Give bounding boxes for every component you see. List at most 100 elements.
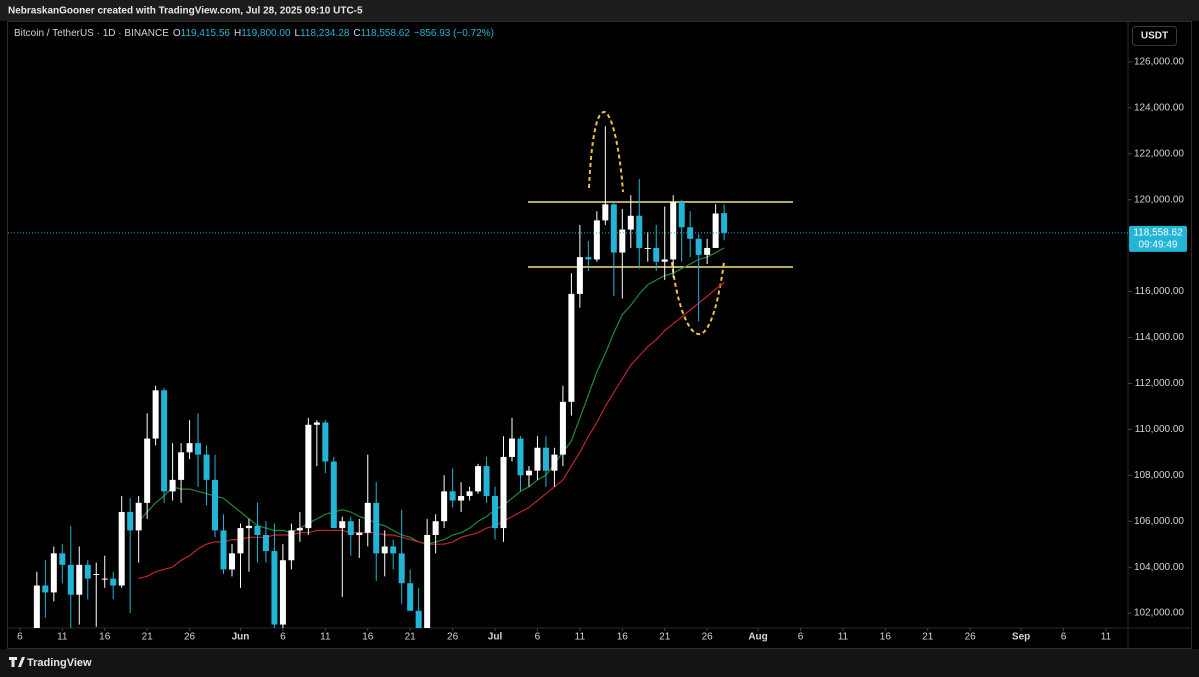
candle	[636, 179, 643, 269]
candle-body	[271, 551, 278, 625]
candle	[509, 417, 515, 462]
candle	[441, 475, 448, 529]
brand: TradingView	[27, 657, 92, 669]
candle	[84, 560, 91, 600]
candle-body	[364, 502, 371, 533]
candle-body	[627, 215, 634, 230]
candle-body	[619, 229, 626, 253]
x-tick-label: 11	[57, 632, 68, 643]
currency-box[interactable]	[1132, 26, 1177, 46]
x-tick-label: 21	[142, 632, 154, 643]
candle	[195, 413, 202, 487]
x-tick-label: 16	[880, 632, 892, 643]
annotations	[528, 110, 793, 335]
candle-body	[33, 585, 40, 628]
legend-value: 119,415.56	[181, 28, 231, 39]
candle	[407, 569, 414, 611]
candle-body	[568, 293, 575, 402]
currency[interactable]: USDT	[1141, 31, 1168, 42]
x-tick-label: 11	[1101, 632, 1112, 643]
candle-body	[67, 564, 74, 595]
candle-body	[704, 247, 711, 255]
candle	[330, 456, 337, 529]
candle-body	[390, 546, 397, 554]
candle	[245, 518, 252, 572]
candle	[339, 516, 346, 597]
credit: NebraskanGooner created with TradingView…	[8, 6, 363, 17]
x-tick-label: 16	[99, 632, 111, 643]
candle	[237, 523, 244, 588]
y-tick-label: 104,000.00	[1134, 562, 1184, 573]
legend-key: H	[234, 28, 241, 39]
candle	[220, 514, 227, 575]
candle-body	[101, 578, 108, 580]
chart-frame	[7, 21, 1192, 649]
x-tick-label: Jul	[488, 632, 503, 643]
candle-body	[407, 583, 414, 611]
candle	[424, 518, 431, 628]
y-tick-label: 124,000.00	[1134, 103, 1184, 114]
y-tick-label: 120,000.00	[1134, 194, 1184, 205]
candle-body	[466, 491, 473, 496]
candle-body	[687, 227, 694, 239]
y-tick-label: 116,000.00	[1135, 286, 1185, 297]
candle	[542, 436, 549, 487]
y-tick-label: 106,000.00	[1134, 516, 1184, 527]
candle-body	[279, 560, 286, 625]
candle	[415, 587, 422, 628]
candle-body	[653, 247, 660, 262]
candle-body	[373, 502, 380, 554]
candle-body	[135, 502, 142, 531]
candle	[161, 388, 168, 503]
legend-value: 118,234.28	[300, 28, 350, 39]
candle	[262, 521, 269, 563]
candle-body	[712, 213, 719, 248]
x-tick-label: 16	[362, 632, 374, 643]
moving-average	[138, 247, 725, 545]
legend-change: −856.93 (−0.72%)	[414, 28, 494, 39]
symbol: Bitcoin / TetherUS · 1D · BINANCE	[14, 28, 169, 39]
candle-body	[415, 610, 422, 628]
logo-mark	[9, 657, 25, 667]
x-tick-label: 21	[922, 632, 934, 643]
legend: Bitcoin / TetherUS · 1D · BINANCE O119,41…	[14, 28, 494, 39]
candle	[305, 417, 312, 535]
candle-body	[449, 491, 456, 501]
x-tick-label: 26	[965, 632, 977, 643]
x-tick-label: 11	[838, 632, 849, 643]
candle-body	[661, 259, 668, 262]
candle	[271, 523, 278, 628]
x-tick-label: 26	[702, 632, 714, 643]
candle	[576, 224, 583, 308]
y-tick-label: 110,000.00	[1135, 424, 1185, 435]
candle	[152, 385, 159, 446]
candle	[101, 555, 108, 588]
candle-body	[93, 574, 100, 576]
candle	[449, 468, 456, 508]
candle-body	[678, 202, 685, 228]
candle-body	[195, 443, 202, 455]
x-tick-label: 6	[1061, 632, 1067, 643]
candle	[593, 211, 600, 262]
candle	[110, 571, 117, 600]
x-tick-label: 11	[320, 632, 331, 643]
candle	[568, 273, 575, 416]
candle	[50, 546, 57, 602]
candle-body	[636, 215, 643, 248]
candle-body	[602, 204, 609, 221]
x-tick-label: Aug	[748, 632, 767, 643]
candle-body	[330, 461, 337, 529]
candle	[534, 436, 541, 480]
x-tick-label: 6	[17, 632, 23, 643]
candle-body	[110, 578, 117, 586]
candle-body	[500, 456, 507, 529]
candle	[42, 560, 49, 618]
moving-average	[138, 281, 725, 580]
x-tick-label: 16	[617, 632, 629, 643]
candle	[373, 482, 380, 581]
candle-body	[398, 553, 405, 584]
candle-body	[288, 530, 295, 561]
candle-body	[593, 220, 600, 260]
candle-body	[551, 454, 558, 471]
